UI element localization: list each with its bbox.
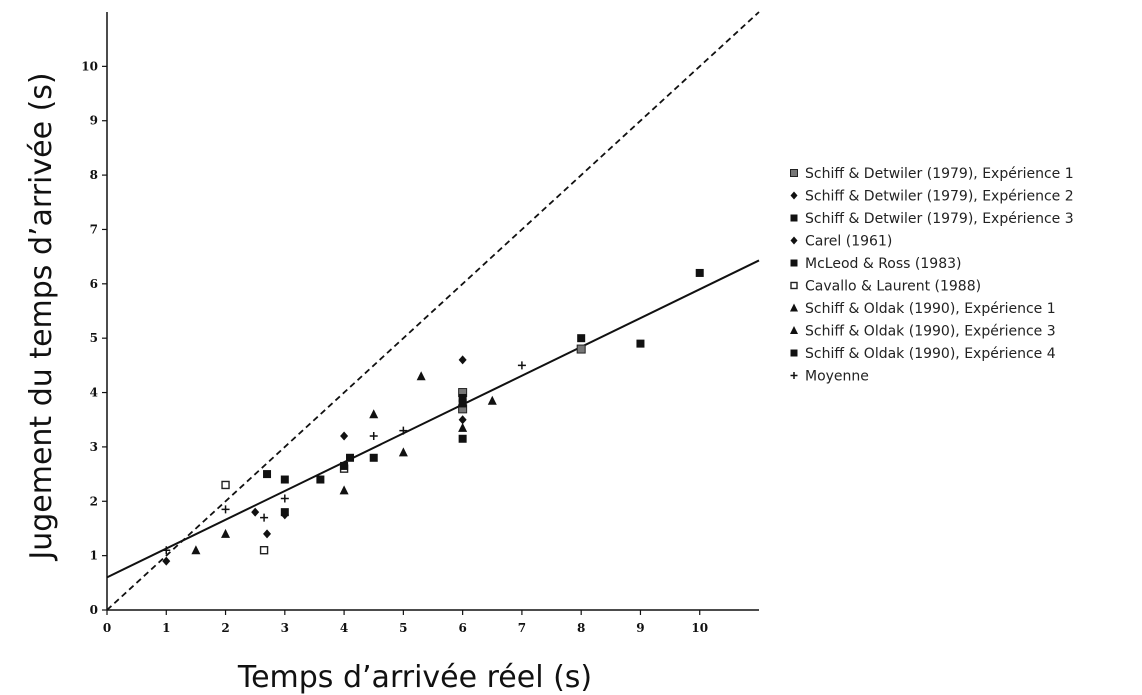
data-point — [221, 528, 231, 538]
x-tick-label: 6 — [458, 621, 466, 635]
legend-label: Schiff & Detwiler (1979), Expérience 2 — [805, 189, 1074, 205]
data-point — [369, 432, 378, 441]
y-tick-label: 1 — [90, 549, 98, 563]
data-point — [636, 339, 645, 348]
legend-label: Carel (1961) — [805, 234, 892, 250]
legend: Schiff & Detwiler (1979), Expérience 1 Sc… — [790, 166, 1074, 385]
data-point — [251, 507, 260, 517]
legend-marker — [790, 303, 798, 312]
legend-marker — [790, 349, 798, 357]
y-tick-label: 5 — [90, 331, 98, 345]
data-point — [221, 505, 230, 514]
data-point — [695, 268, 704, 277]
data-point — [316, 475, 325, 484]
data-point — [517, 361, 526, 370]
data-point — [369, 409, 379, 419]
legend-marker — [790, 169, 798, 177]
x-tick-label: 2 — [221, 621, 229, 635]
x-axis-title: Temps d’arrivée réel (s) — [237, 660, 592, 695]
data-point — [260, 513, 269, 522]
data-points — [162, 268, 704, 566]
x-tick-label: 5 — [399, 621, 407, 635]
legend-label: Moyenne — [805, 369, 869, 385]
legend-label: Cavallo & Laurent (1988) — [805, 279, 981, 295]
legend-marker — [790, 326, 798, 334]
x-tick-label: 7 — [518, 621, 526, 635]
data-point — [369, 453, 378, 462]
legend-label: Schiff & Oldak (1990), Expérience 3 — [805, 324, 1056, 340]
y-tick-label: 0 — [90, 603, 98, 617]
data-point — [487, 395, 497, 405]
legend-marker — [790, 259, 798, 267]
legend-marker — [790, 281, 798, 290]
x-tick-label: 3 — [281, 621, 289, 635]
x-tick-label: 9 — [636, 621, 644, 635]
legend-label: Schiff & Oldak (1990), Expérience 1 — [805, 301, 1056, 317]
x-tick-label: 0 — [103, 621, 111, 635]
data-point — [191, 545, 201, 555]
data-point — [340, 461, 349, 470]
data-point — [162, 556, 171, 566]
data-point — [339, 485, 349, 495]
legend-label: McLeod & Ross (1983) — [805, 256, 961, 272]
data-point — [259, 546, 269, 555]
axes: 0 1 2 3 4 5 6 7 8 9 10 0 1 2 3 4 5 6 7 8 9 10 — [81, 12, 759, 635]
data-point — [399, 426, 408, 435]
data-point — [280, 508, 289, 517]
y-tick-label: 4 — [90, 386, 98, 400]
data-point — [458, 434, 467, 443]
legend-label: Schiff & Detwiler (1979), Expérience 3 — [805, 211, 1074, 227]
data-point — [458, 355, 467, 365]
data-point — [458, 422, 468, 432]
y-tick-label: 7 — [90, 222, 98, 236]
reference-lines — [106, 11, 760, 611]
data-point — [162, 546, 171, 555]
regression-line — [106, 259, 760, 579]
x-tick-label: 4 — [340, 621, 348, 635]
data-point — [263, 470, 272, 479]
y-tick-label: 3 — [90, 440, 98, 454]
x-tick-label: 10 — [691, 621, 708, 635]
data-point — [416, 371, 426, 381]
y-tick-label: 8 — [90, 168, 98, 182]
legend-label: Schiff & Oldak (1990), Expérience 4 — [805, 346, 1056, 362]
y-tick-label: 6 — [90, 277, 98, 291]
data-point — [346, 453, 355, 462]
data-point — [458, 399, 467, 408]
data-point — [263, 529, 272, 539]
data-point — [221, 480, 230, 490]
legend-marker — [790, 236, 798, 245]
y-tick-label: 2 — [90, 494, 98, 508]
data-point — [576, 344, 586, 354]
y-tick-label: 10 — [81, 59, 98, 73]
data-point — [398, 447, 408, 457]
data-point — [280, 475, 289, 484]
data-point — [458, 393, 467, 402]
x-tick-label: 1 — [162, 621, 170, 635]
data-point — [340, 431, 349, 441]
y-tick-label: 9 — [90, 114, 98, 128]
x-tick-label: 8 — [577, 621, 585, 635]
legend-marker — [790, 214, 798, 222]
data-point — [458, 415, 467, 425]
legend-marker — [790, 191, 798, 200]
data-point — [280, 494, 289, 503]
legend-marker — [790, 372, 798, 379]
identity-line — [106, 11, 760, 611]
y-axis-title: Jugement du temps d’arrivée (s) — [24, 72, 59, 561]
legend-label: Schiff & Detwiler (1979), Expérience 1 — [805, 166, 1074, 182]
data-point — [577, 334, 586, 343]
